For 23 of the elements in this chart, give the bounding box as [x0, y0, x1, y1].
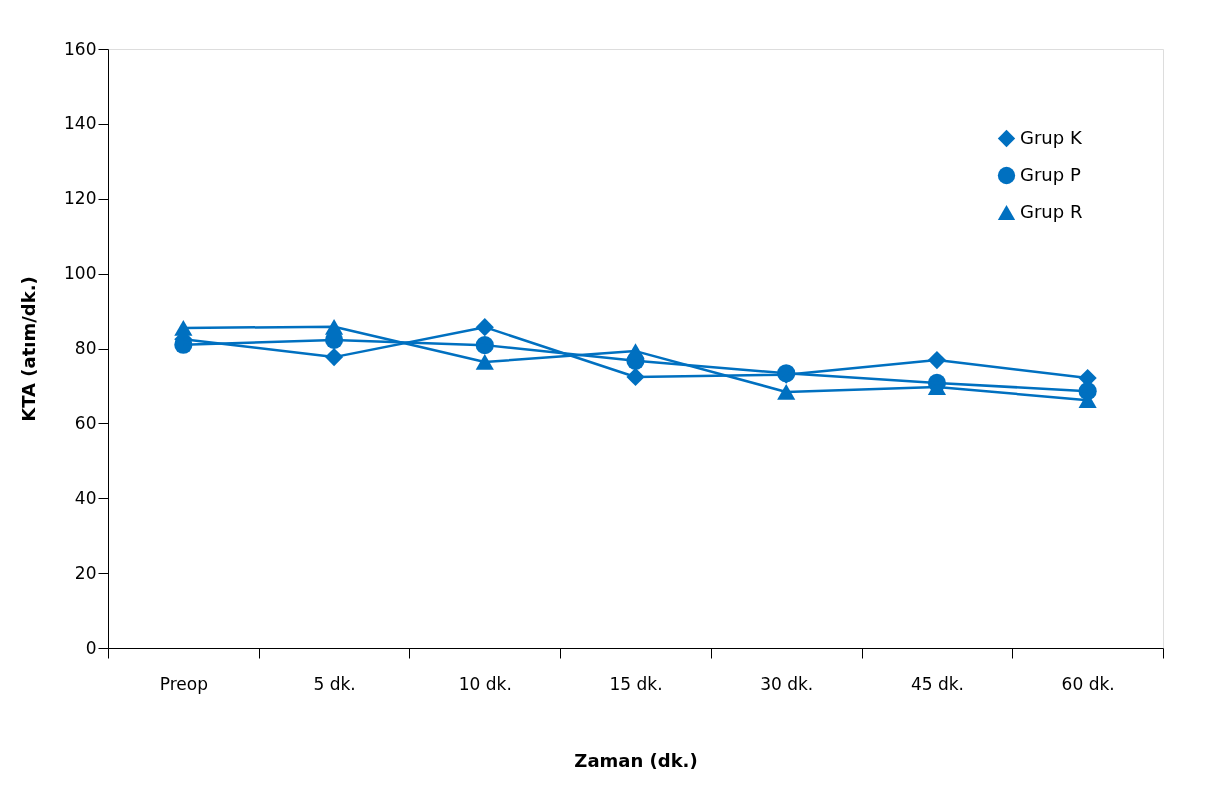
- x-tick-label: 30 dk.: [760, 673, 814, 694]
- y-tick-label: 60: [74, 412, 97, 433]
- x-tick-label: 10 dk.: [458, 673, 512, 694]
- y-tick-label: 140: [64, 113, 97, 134]
- y-tick-label: 100: [64, 263, 97, 284]
- x-tick-label: Preop: [159, 673, 208, 694]
- y-axis-title: KTA (atım/dk.): [18, 276, 40, 422]
- x-tick-label: 60 dk.: [1061, 673, 1115, 694]
- y-tick-label: 40: [74, 487, 97, 508]
- legend-label: Grup P: [1020, 163, 1081, 185]
- x-tick-label: 15 dk.: [609, 673, 663, 694]
- x-tick-label: 45 dk.: [910, 673, 964, 694]
- y-tick-label: 0: [85, 637, 97, 658]
- point: [777, 384, 796, 400]
- x-tick-label: 5 dk.: [313, 673, 356, 694]
- y-tick-label: 80: [74, 338, 97, 358]
- y-tick-label: 20: [74, 562, 97, 583]
- legend-label: Grup K: [1020, 126, 1083, 148]
- y-tick-label: 160: [64, 38, 97, 59]
- legend-label: Grup R: [1020, 200, 1083, 222]
- x-axis-title: Zaman (dk.): [574, 749, 698, 771]
- point: [174, 320, 193, 336]
- y-tick-label: 120: [64, 188, 97, 209]
